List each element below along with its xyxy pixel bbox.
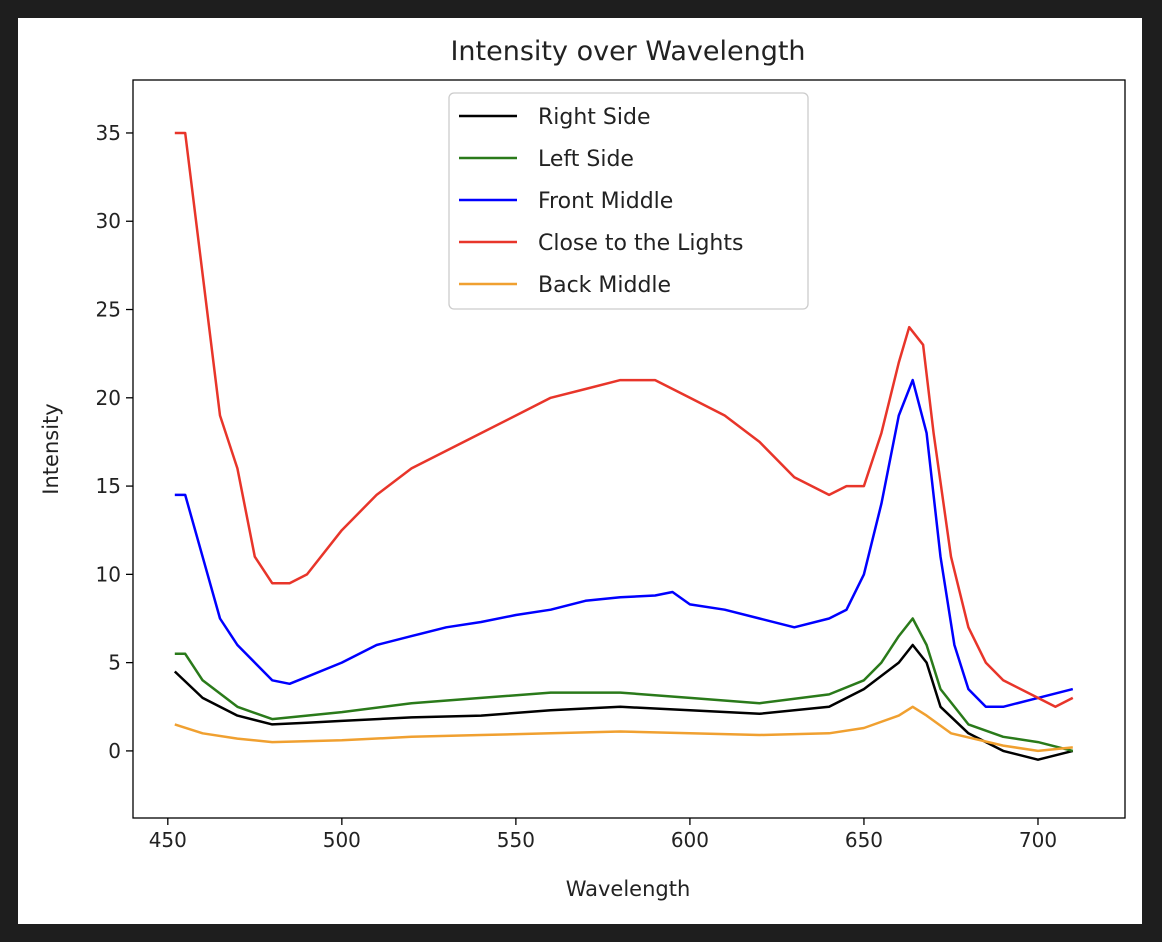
series-line bbox=[174, 705, 1073, 753]
line-chart: Intensity over Wavelength Wavelength Int… bbox=[39, 36, 1126, 901]
y-tick-label: 25 bbox=[96, 298, 121, 322]
y-tick-label: 0 bbox=[108, 739, 121, 763]
chart-title: Intensity over Wavelength bbox=[450, 36, 805, 67]
legend-label: Close to the Lights bbox=[538, 231, 743, 256]
legend-label: Right Side bbox=[538, 105, 651, 130]
series-line bbox=[174, 378, 1074, 709]
legend-label: Front Middle bbox=[538, 189, 673, 214]
plot-border bbox=[132, 79, 1126, 819]
chart-frame: Intensity over Wavelength Wavelength Int… bbox=[18, 18, 1142, 924]
legend-box bbox=[448, 92, 809, 310]
legend: Right Side Left Side Front Middle Close to … bbox=[448, 92, 809, 310]
y-axis-label: Intensity bbox=[39, 403, 63, 494]
x-tick-label: 450 bbox=[149, 828, 187, 852]
y-tick-label: 30 bbox=[96, 209, 121, 233]
series-line bbox=[174, 131, 1074, 709]
x-tick-label: 550 bbox=[497, 828, 535, 852]
plot-area: 450 500 550 600 650 700 0 5 10 15 20 25 30 35 bbox=[96, 79, 1126, 852]
x-tick-label: 500 bbox=[323, 828, 361, 852]
legend-label: Left Side bbox=[538, 147, 634, 172]
y-tick-label: 20 bbox=[96, 386, 121, 410]
y-tick-label: 10 bbox=[96, 562, 121, 586]
y-tick-label: 15 bbox=[96, 474, 121, 498]
series-line bbox=[174, 617, 1074, 753]
series-line bbox=[173, 643, 1074, 761]
x-tick-label: 600 bbox=[671, 828, 709, 852]
x-tick-label: 650 bbox=[845, 828, 883, 852]
y-tick-label: 35 bbox=[96, 121, 121, 145]
x-tick-label: 700 bbox=[1019, 828, 1057, 852]
x-axis-label: Wavelength bbox=[566, 877, 691, 901]
legend-label: Back Middle bbox=[538, 273, 671, 298]
y-tick-label: 5 bbox=[108, 651, 121, 675]
